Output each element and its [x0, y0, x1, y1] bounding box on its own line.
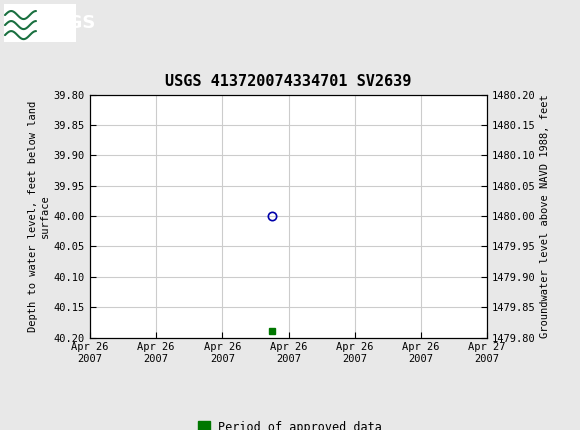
Y-axis label: Groundwater level above NAVD 1988, feet: Groundwater level above NAVD 1988, feet [540, 94, 550, 338]
Legend: Period of approved data: Period of approved data [190, 416, 387, 430]
Text: USGS: USGS [40, 14, 95, 32]
Title: USGS 413720074334701 SV2639: USGS 413720074334701 SV2639 [165, 74, 412, 89]
Bar [4, 4, 76, 42]
Y-axis label: Depth to water level, feet below land
surface: Depth to water level, feet below land su… [28, 101, 50, 332]
